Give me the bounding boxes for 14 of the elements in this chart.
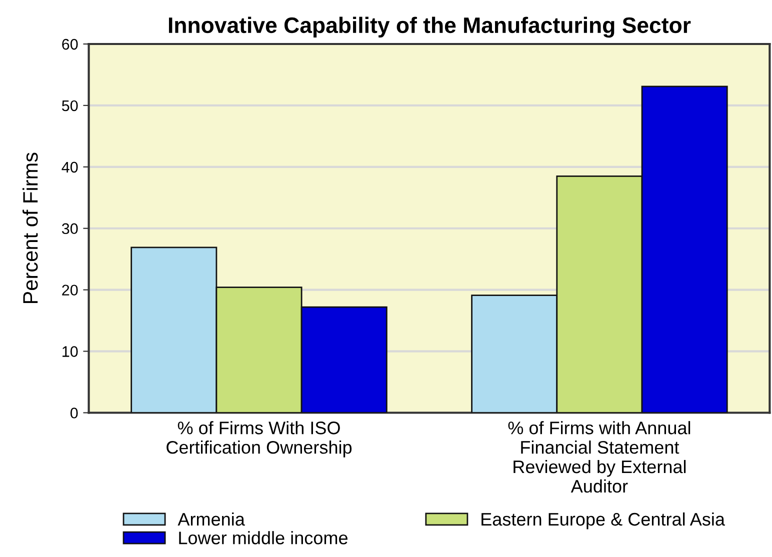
chart-title: Innovative Capability of the Manufacturing Sector — [168, 16, 691, 38]
y-axis-title: Percent of Firms — [22, 152, 38, 304]
y-tick-label: 60 — [62, 38, 78, 50]
y-tick-label: 50 — [62, 100, 78, 112]
y-tick-label: 20 — [62, 284, 78, 296]
x-tick-label: % of Firms with Annual Financial Statement Reviewed by External Auditor — [508, 421, 690, 493]
legend-label: Armenia — [178, 512, 245, 526]
y-tick-label: 40 — [62, 162, 78, 173]
y-tick-label: 30 — [62, 223, 78, 234]
x-tick-label: % of Firms With ISO Certification Ownership — [166, 421, 352, 458]
legend-label: Lower middle income — [179, 531, 348, 544]
y-tick-label: 0 — [70, 408, 78, 418]
y-tick-label: 10 — [62, 346, 78, 357]
legend-label: Eastern Europe & Central Asia — [482, 512, 725, 530]
